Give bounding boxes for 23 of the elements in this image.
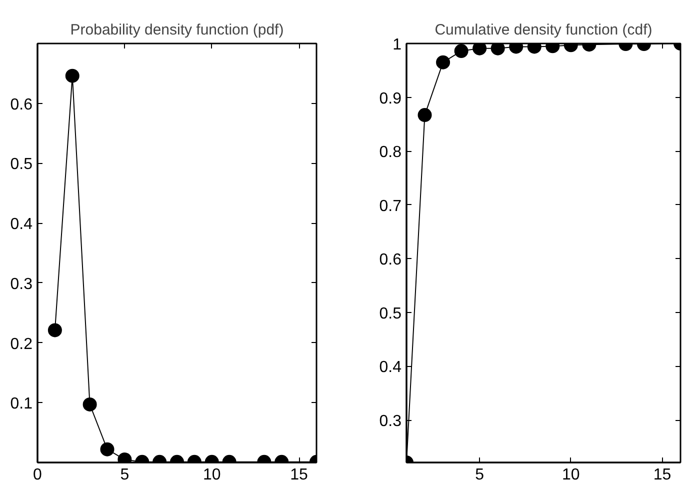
y-tick-label: 0.9: [379, 90, 402, 108]
y-tick-label: 0.7: [379, 198, 402, 215]
x-tick-label: 5: [475, 466, 484, 484]
y-tick-label: 0.5: [10, 156, 33, 174]
x-tick-label: 15: [290, 466, 308, 484]
y-tick-label: 0.4: [10, 216, 33, 234]
chart-title: Cumulative density function (cdf): [434, 22, 652, 38]
y-tick-label: 0.6: [10, 96, 33, 114]
x-tick-label: 10: [202, 466, 221, 484]
y-tick-label: 0.1: [10, 396, 33, 413]
x-tick-label: 15: [653, 466, 672, 484]
y-tick-label: 1: [392, 36, 402, 54]
chart-title: Probability density function (pdf): [70, 22, 284, 38]
y-tick-label: 0.8: [379, 144, 402, 162]
x-tick-label: 10: [562, 466, 580, 484]
y-tick-label: 0.4: [379, 359, 402, 376]
y-tick-label: 0.3: [379, 413, 402, 430]
y-tick-label: 0.6: [379, 252, 402, 269]
x-tick-label: 0: [33, 466, 42, 484]
x-tick-label: 5: [120, 466, 130, 484]
y-tick-label: 0.5: [379, 305, 402, 322]
y-tick-label: 0.2: [10, 336, 33, 353]
y-tick-label: 0.3: [10, 276, 33, 293]
